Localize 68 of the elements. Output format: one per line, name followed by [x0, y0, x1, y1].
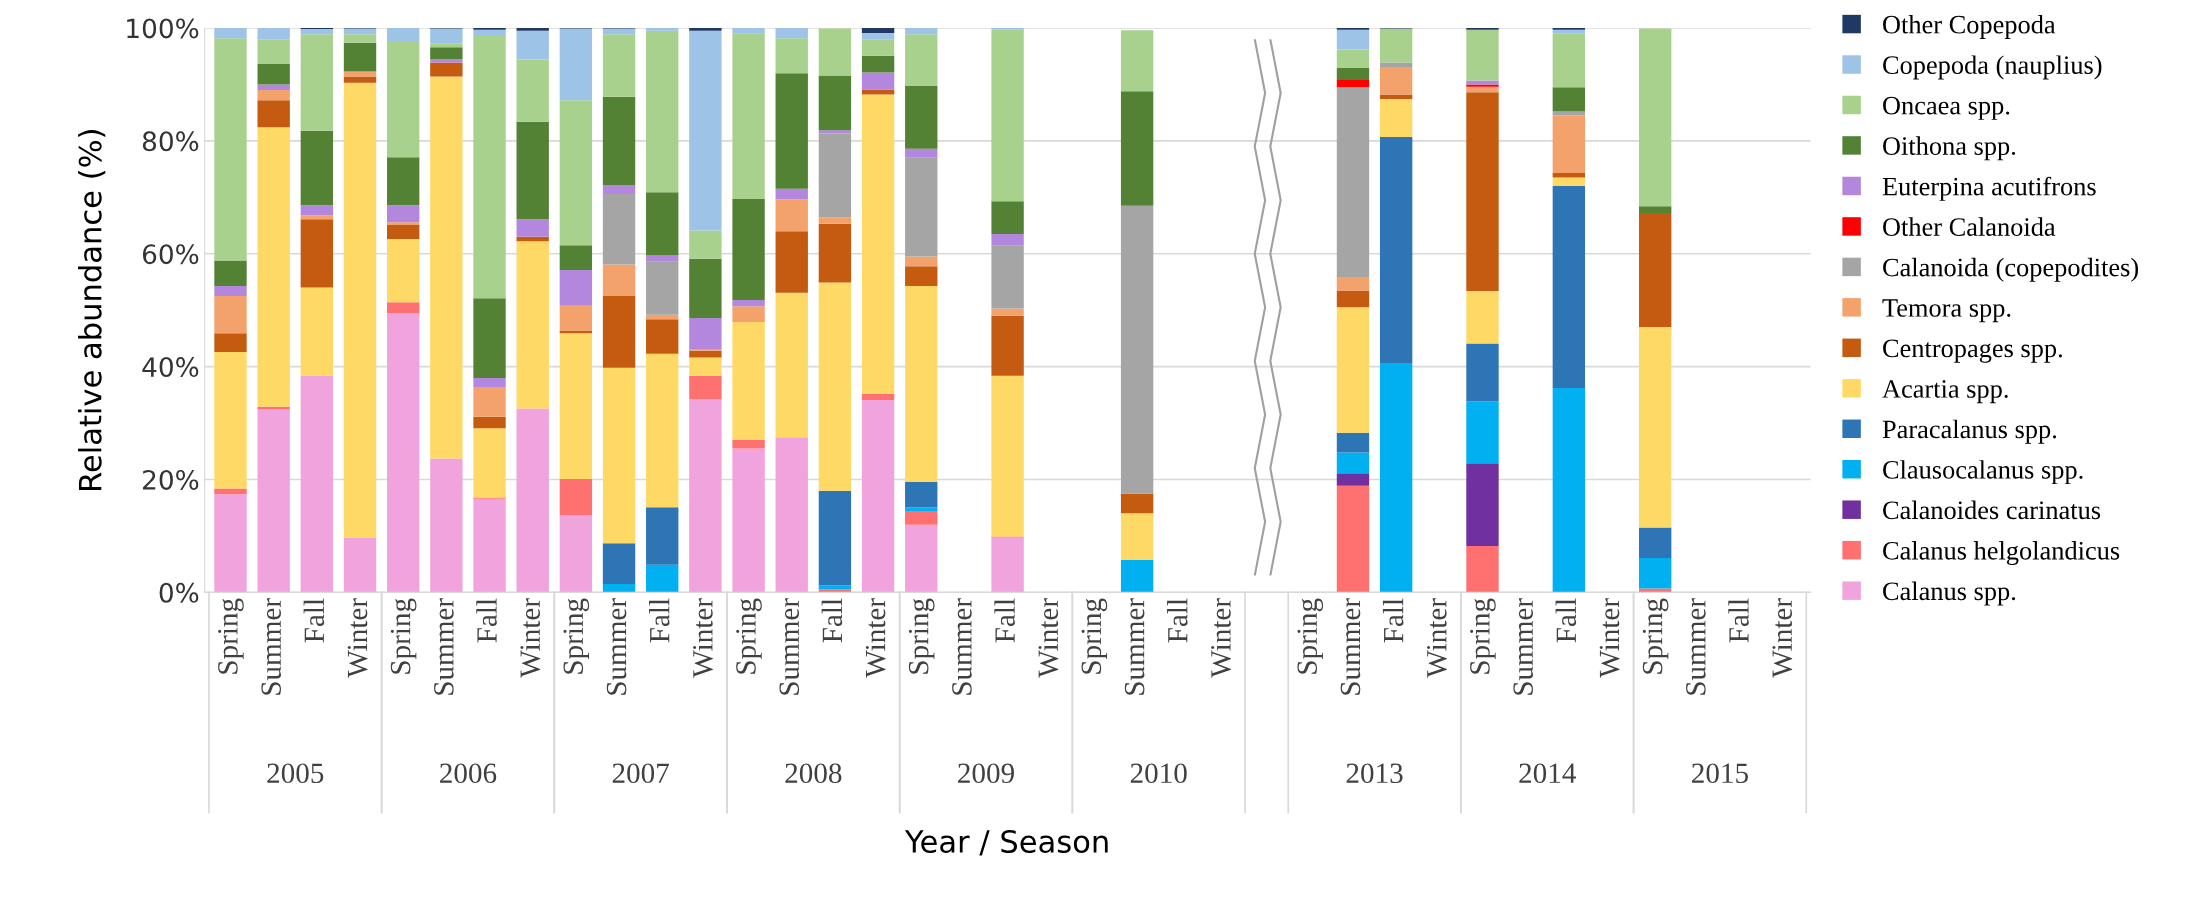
x-tick-label: Winter [520, 598, 541, 678]
legend-label: Temora spp. [1882, 299, 2011, 323]
legend-label: Calanoides carinatus [1883, 500, 2101, 520]
x-tick-label: Winter [1427, 598, 1447, 678]
y-tick-label: 60% [142, 244, 199, 265]
text: 2007 [612, 763, 669, 784]
x-tick-label: Fall [1167, 598, 1188, 643]
legend-label: Other Calanoida [1883, 217, 2056, 236]
legend-label: Calanus helgolandicus [1883, 541, 2120, 566]
legend-label: Oncaea spp. [1883, 96, 2010, 120]
legend-label: Calanus spp. [1883, 581, 2016, 606]
x-tick-label: Fall [1555, 598, 1577, 643]
text: 2006 [440, 763, 497, 784]
legend-label: Oithona spp. [1883, 136, 2016, 161]
text: 2013 [1346, 763, 1403, 784]
x-tick-label: Summer [261, 598, 281, 695]
legend-label: Euterpina acutifrons [1882, 176, 2096, 201]
x-tick-label: Spring [1642, 598, 1669, 674]
text: 2009 [958, 763, 1014, 784]
legend-label: Calanoida (copepodites) [1883, 257, 2139, 282]
x-tick-label: Winter [347, 598, 368, 678]
x-tick-label: Spring [218, 598, 244, 674]
x-tick-label: Spring [390, 598, 417, 674]
x-tick-label: Summer [1686, 598, 1706, 695]
text: 2010 [1130, 763, 1187, 784]
y-tick-label: 100% [127, 18, 199, 39]
x-tick-label: Summer [779, 598, 800, 695]
x-tick-label: Winter [1211, 598, 1231, 678]
y-tick-label: 0% [159, 582, 199, 603]
x-tick-label: Spring [563, 598, 590, 674]
text: 2015 [1692, 763, 1748, 784]
x-tick-label: Winter [693, 598, 713, 678]
legend-label: Acartia spp. [1882, 380, 2008, 404]
legend-label: Clausocalanus spp. [1883, 460, 2083, 485]
x-tick-label: Summer [1340, 598, 1361, 695]
x-tick-label: Spring [1470, 598, 1496, 674]
x-tick-label: Fall [476, 598, 497, 643]
y-axis-title: Relative abundance (%) [78, 130, 106, 490]
x-tick-label: Fall [994, 598, 1015, 643]
x-tick-label: Fall [649, 598, 670, 643]
x-tick-label: Fall [1382, 598, 1404, 643]
x-tick-label: Winter [1599, 598, 1620, 678]
x-axis-title: Year / Season [904, 829, 1108, 856]
legend-label: Paracalanus spp. [1882, 419, 2057, 444]
x-tick-label: Summer [434, 598, 454, 695]
y-tick-label: 40% [142, 357, 199, 378]
x-tick-label: Fall [821, 598, 843, 643]
x-tick-label: Fall [303, 598, 325, 643]
x-tick-label: Spring [908, 598, 935, 674]
x-tick-label: Spring [736, 598, 762, 674]
y-tick-label: 80% [142, 131, 199, 152]
legend-label: Centropages spp. [1883, 339, 2062, 363]
x-tick-label: Spring [1081, 598, 1108, 674]
text: 2005 [267, 763, 324, 784]
legend-label: Other Copepoda [1883, 14, 2056, 39]
x-tick-label: Fall [1728, 598, 1749, 643]
y-tick-label: 20% [143, 469, 199, 490]
x-tick-label: Winter [1038, 598, 1059, 678]
x-tick-label: Summer [1513, 598, 1533, 695]
x-tick-label: Spring [1297, 598, 1324, 674]
x-tick-label: Summer [952, 598, 972, 695]
x-tick-label: Winter [865, 598, 886, 678]
legend-label: Copepoda (nauplius) [1883, 55, 2102, 80]
text: 2008 [785, 763, 842, 784]
text: 2014 [1519, 763, 1576, 784]
x-tick-label: Winter [1772, 598, 1793, 678]
x-tick-label: Summer [1124, 598, 1145, 695]
x-tick-label: Summer [606, 598, 627, 695]
